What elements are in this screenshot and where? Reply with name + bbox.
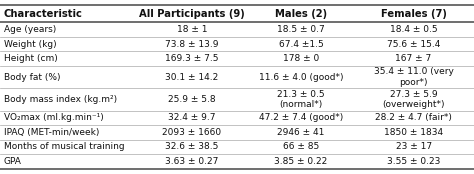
- Text: Body fat (%): Body fat (%): [4, 73, 60, 82]
- Text: 35.4 ± 11.0 (very
poor*): 35.4 ± 11.0 (very poor*): [374, 68, 454, 87]
- Text: 1850 ± 1834: 1850 ± 1834: [384, 128, 443, 137]
- Text: 32.4 ± 9.7: 32.4 ± 9.7: [168, 113, 216, 122]
- Text: Females (7): Females (7): [381, 9, 447, 19]
- Text: 75.6 ± 15.4: 75.6 ± 15.4: [387, 40, 440, 49]
- Text: 18.5 ± 0.7: 18.5 ± 0.7: [277, 25, 325, 34]
- Text: 178 ± 0: 178 ± 0: [283, 54, 319, 63]
- Text: 67.4 ±1.5: 67.4 ±1.5: [279, 40, 323, 49]
- Text: 167 ± 7: 167 ± 7: [395, 54, 432, 63]
- Text: 66 ± 85: 66 ± 85: [283, 143, 319, 151]
- Text: 73.8 ± 13.9: 73.8 ± 13.9: [165, 40, 219, 49]
- Text: 23 ± 17: 23 ± 17: [395, 143, 432, 151]
- Text: Males (2): Males (2): [275, 9, 327, 19]
- Text: 2946 ± 41: 2946 ± 41: [277, 128, 325, 137]
- Text: 25.9 ± 5.8: 25.9 ± 5.8: [168, 95, 216, 104]
- Text: Height (cm): Height (cm): [4, 54, 57, 63]
- Text: 18 ± 1: 18 ± 1: [177, 25, 207, 34]
- Text: 27.3 ± 5.9
(overweight*): 27.3 ± 5.9 (overweight*): [383, 90, 445, 109]
- Text: Characteristic: Characteristic: [4, 9, 82, 19]
- Text: 3.55 ± 0.23: 3.55 ± 0.23: [387, 157, 440, 166]
- Text: 3.63 ± 0.27: 3.63 ± 0.27: [165, 157, 219, 166]
- Text: 32.6 ± 38.5: 32.6 ± 38.5: [165, 143, 219, 151]
- Text: Body mass index (kg.m²): Body mass index (kg.m²): [4, 95, 117, 104]
- Text: 21.3 ± 0.5
(normal*): 21.3 ± 0.5 (normal*): [277, 90, 325, 109]
- Text: VO₂max (ml.kg.min⁻¹): VO₂max (ml.kg.min⁻¹): [4, 113, 103, 122]
- Text: Weight (kg): Weight (kg): [4, 40, 56, 49]
- Text: Age (years): Age (years): [4, 25, 56, 34]
- Text: 3.85 ± 0.22: 3.85 ± 0.22: [274, 157, 328, 166]
- Text: All Participants (9): All Participants (9): [139, 9, 245, 19]
- Text: 11.6 ± 4.0 (good*): 11.6 ± 4.0 (good*): [259, 73, 343, 82]
- Text: 169.3 ± 7.5: 169.3 ± 7.5: [165, 54, 219, 63]
- Text: 2093 ± 1660: 2093 ± 1660: [163, 128, 221, 137]
- Text: IPAQ (MET-min/week): IPAQ (MET-min/week): [4, 128, 99, 137]
- Text: 28.2 ± 4.7 (fair*): 28.2 ± 4.7 (fair*): [375, 113, 452, 122]
- Text: 47.2 ± 7.4 (good*): 47.2 ± 7.4 (good*): [259, 113, 343, 122]
- Text: 30.1 ± 14.2: 30.1 ± 14.2: [165, 73, 219, 82]
- Text: GPA: GPA: [4, 157, 22, 166]
- Text: 18.4 ± 0.5: 18.4 ± 0.5: [390, 25, 438, 34]
- Text: Months of musical training: Months of musical training: [4, 143, 124, 151]
